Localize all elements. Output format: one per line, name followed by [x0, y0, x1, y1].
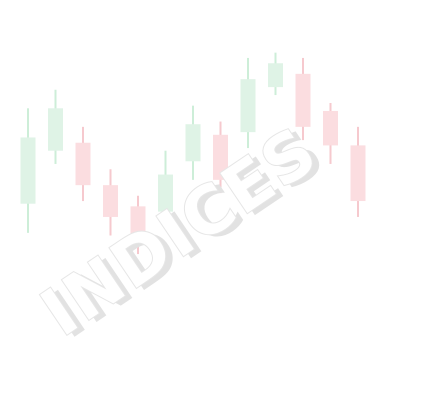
candle [130, 195, 146, 255]
candle-body [20, 137, 36, 204]
candle [20, 108, 36, 233]
candle-body [103, 185, 118, 217]
candle-body [213, 134, 228, 180]
candle [75, 126, 91, 202]
candle [323, 103, 338, 164]
candle [350, 126, 366, 217]
candle-body [295, 73, 311, 127]
candle-body [75, 142, 91, 186]
candle-body [130, 206, 146, 241]
candle-body [323, 110, 338, 146]
candle [48, 89, 63, 164]
candle-body [268, 63, 283, 88]
candle [158, 150, 173, 223]
candle-body [240, 79, 256, 133]
candle-body [158, 174, 173, 212]
candle [213, 121, 228, 194]
wordmark-text: INDICES [28, 112, 332, 352]
candle-body [185, 124, 201, 162]
candle-body [350, 145, 366, 202]
candlestick-layer [20, 52, 366, 255]
candle-body [48, 108, 63, 151]
indices-wordmark: INDICES INDICES [27, 111, 339, 354]
candle [268, 52, 283, 96]
candle [185, 105, 201, 180]
candle [295, 57, 311, 141]
candle [240, 57, 256, 149]
candle [103, 169, 118, 236]
